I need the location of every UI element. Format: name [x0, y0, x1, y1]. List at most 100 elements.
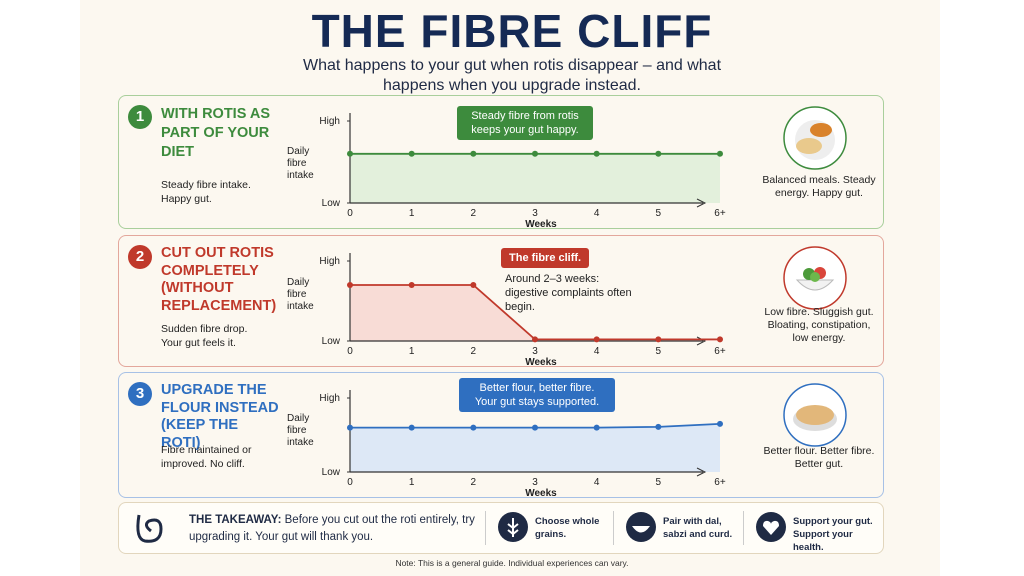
x-tick-label: 5	[656, 208, 662, 219]
x-tick-label: 2	[471, 346, 477, 357]
panel-number: 3	[128, 382, 152, 406]
panel: 2 CUT OUT ROTIS COMPLETELY (WITHOUT REPL…	[118, 235, 884, 367]
y-tick-label: High	[319, 256, 340, 267]
heart-icon	[756, 512, 786, 542]
x-tick-label: 2	[471, 477, 477, 488]
x-tick-label: 1	[409, 477, 415, 488]
panel-heading: CUT OUT ROTIS COMPLETELY (WITHOUT REPLAC…	[161, 245, 277, 314]
point	[717, 336, 723, 343]
axis-arrow	[696, 336, 707, 346]
x-tick-label: 3	[532, 477, 538, 488]
point	[717, 420, 723, 427]
point	[655, 336, 662, 343]
tip: Support your gut. Support your health.	[793, 516, 873, 553]
x-tick-label: 4	[594, 477, 600, 488]
axis-arrow	[696, 467, 707, 477]
panel-note: Fibre maintained or improved. No cliff.	[161, 444, 252, 470]
point	[593, 336, 600, 343]
annotation: Steady fibre from rotis keeps your gut h…	[457, 106, 593, 140]
x-axis-label: Weeks	[525, 488, 557, 497]
takeaway: THE TAKEAWAY: Before you cut out the rot…	[118, 502, 884, 554]
panel-number: 1	[128, 105, 152, 129]
area-fill	[350, 423, 720, 472]
panel-heading: WITH ROTIS AS PART OF YOUR DIET	[161, 106, 271, 160]
takeaway-text: THE TAKEAWAY: Before you cut out the rot…	[189, 512, 479, 546]
grain-icon	[498, 512, 528, 542]
point	[717, 150, 723, 157]
x-axis-label: Weeks	[525, 219, 557, 228]
x-tick-label: 0	[347, 477, 353, 488]
x-tick-label: 4	[594, 208, 600, 219]
point	[470, 282, 477, 288]
divider	[485, 511, 486, 545]
meal-icon	[783, 106, 847, 170]
tip: Pair with dal, sabzi and curd.	[663, 516, 733, 540]
roti-icon	[783, 383, 847, 447]
x-tick-label: 1	[409, 208, 415, 219]
point	[532, 424, 538, 431]
panel-number: 2	[128, 245, 152, 269]
y-axis-label: Daily fibre intake	[287, 277, 314, 312]
x-tick-label: 3	[532, 208, 538, 219]
title: THE FIBRE CLIFF	[311, 5, 713, 57]
divider	[613, 511, 614, 545]
outcome: Low fibre. Sluggish gut. Bloating, const…	[764, 306, 874, 344]
panel-note: Steady fibre intake. Happy gut.	[161, 179, 251, 205]
point	[347, 150, 353, 157]
y-tick-label: Low	[322, 467, 341, 478]
annotation: Better flour, better fibre. Your gut sta…	[459, 378, 615, 412]
salad-icon	[783, 246, 847, 310]
area-fill	[350, 153, 720, 203]
point	[470, 150, 477, 157]
footnote: Note: This is a general guide. Individua…	[395, 558, 629, 568]
tip: Choose whole grains.	[535, 516, 600, 540]
takeaway-label: THE TAKEAWAY:	[189, 514, 282, 526]
axis-arrow	[696, 198, 707, 208]
divider	[743, 511, 744, 545]
bowl-icon	[626, 512, 656, 542]
point	[655, 150, 662, 157]
point	[408, 424, 415, 431]
panel: 1 WITH ROTIS AS PART OF YOUR DIET Steady…	[118, 95, 884, 229]
x-tick-label: 5	[656, 346, 662, 357]
chart: Low High 0 1 2 3 4 5 6+ Weeks	[319, 253, 726, 366]
takeaway-body: Before you cut out the roti entirely, tr…	[189, 514, 475, 543]
point	[408, 150, 415, 157]
panel: 3 UPGRADE THE FLOUR INSTEAD (KEEP THE RO…	[118, 372, 884, 498]
x-tick-label: 0	[347, 346, 353, 357]
point	[593, 424, 600, 431]
subtitle: What happens to your gut when rotis disa…	[302, 57, 722, 94]
x-tick-label: 6+	[714, 208, 726, 219]
panel-note: Sudden fibre drop. Your gut feels it.	[161, 323, 248, 349]
point	[532, 150, 538, 157]
y-axis-label: Daily fibre intake	[287, 146, 314, 181]
point	[408, 282, 415, 288]
y-tick-label: High	[319, 393, 340, 404]
outcome: Balanced meals. Steady energy. Happy gut…	[762, 174, 876, 199]
x-tick-label: 1	[409, 346, 415, 357]
outcome: Better flour. Better fibre. Better gut.	[763, 445, 875, 470]
point	[470, 424, 477, 431]
annotation: Around 2–3 weeks: digestive complaints o…	[505, 273, 632, 313]
x-tick-label: 6+	[714, 346, 726, 357]
point	[593, 150, 600, 157]
area-fill	[350, 285, 720, 341]
y-axis-label: Daily fibre intake	[287, 413, 314, 448]
chart: Low High 0 1 2 3 4 5 6+ Weeks	[319, 390, 726, 497]
y-tick-label: High	[319, 116, 340, 127]
x-tick-label: 5	[656, 477, 662, 488]
point	[655, 423, 662, 430]
gut-icon	[136, 514, 163, 543]
y-tick-label: Low	[322, 198, 341, 209]
point	[347, 282, 353, 288]
chart: Low High 0 1 2 3 4 5 6+ Weeks	[319, 113, 726, 228]
x-tick-label: 2	[471, 208, 477, 219]
point	[347, 424, 353, 431]
x-tick-label: 4	[594, 346, 600, 357]
x-tick-label: 6+	[714, 477, 726, 488]
x-tick-label: 3	[532, 346, 538, 357]
x-axis-label: Weeks	[525, 357, 557, 366]
point	[532, 336, 538, 343]
annotation: The fibre cliff.	[501, 248, 590, 268]
